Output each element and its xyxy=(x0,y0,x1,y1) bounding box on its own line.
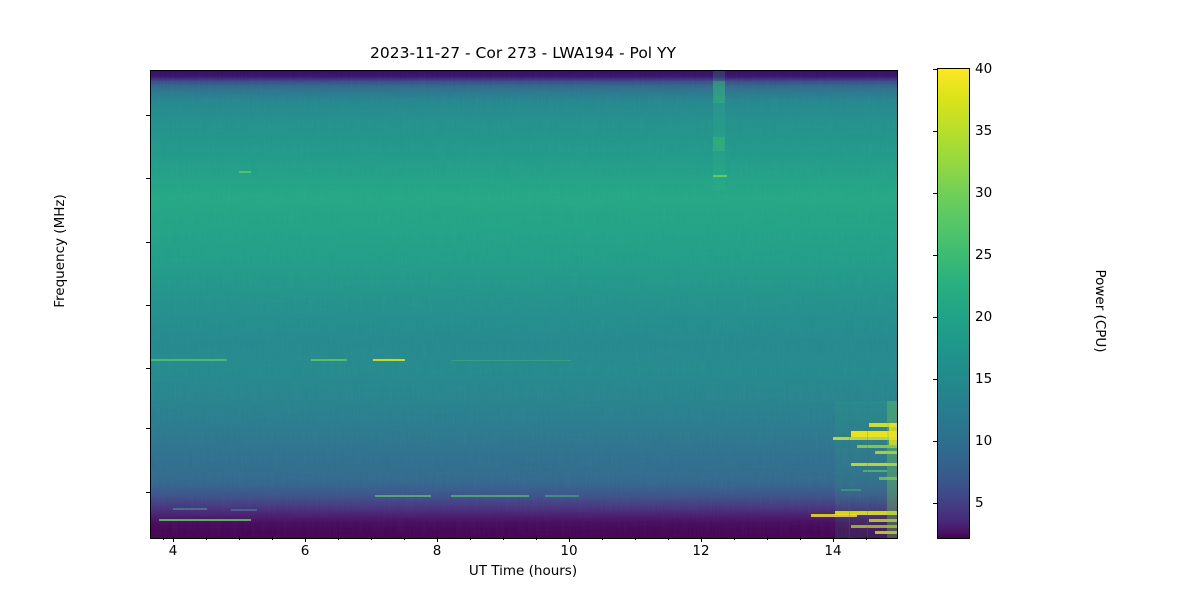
rfi-burst-27mhz-b xyxy=(869,423,897,427)
rfi-line-18mhz-mid xyxy=(231,509,257,511)
rfi-burst-26mhz-b xyxy=(875,451,897,454)
ytick-20 xyxy=(146,492,150,494)
cbticklabel-20: 20 xyxy=(975,309,993,325)
xticklabel-14: 14 xyxy=(824,543,842,559)
rfi-line-17mhz-early xyxy=(173,508,207,510)
xtick-minor-14p5 xyxy=(866,537,868,540)
ytick-30 xyxy=(146,428,150,430)
cbtick-30 xyxy=(933,193,937,195)
heatmap-noise-texture xyxy=(151,71,897,538)
xticklabel-4: 4 xyxy=(168,543,178,559)
xticklabel-8: 8 xyxy=(432,543,442,559)
xtick-minor-12p5 xyxy=(734,537,736,540)
xtick-12 xyxy=(701,537,703,542)
ytick-70 xyxy=(146,178,150,180)
rfi-line-42mhz-bright xyxy=(373,359,405,362)
rfi-burst-16mhz xyxy=(875,531,897,534)
xtick-minor-5p5 xyxy=(272,537,274,540)
xtick-minor-9p5 xyxy=(536,537,538,540)
page-title: 2023-11-27 - Cor 273 - LWA194 - Pol YY xyxy=(370,44,676,62)
xtick-minor-13p5 xyxy=(800,537,802,540)
xtick-minor-5 xyxy=(239,537,241,540)
plot-area[interactable] xyxy=(150,70,898,539)
xtick-4 xyxy=(173,537,175,542)
xtick-minor-6p5 xyxy=(338,537,340,540)
cbtick-35 xyxy=(933,131,937,133)
ytick-40 xyxy=(146,368,150,370)
rfi-line-42mhz-mid xyxy=(311,359,347,361)
xtick-6 xyxy=(305,537,307,542)
cbtick-40 xyxy=(933,69,937,71)
rfi-burst-25mhz-b xyxy=(863,470,887,472)
colorbar-label: Power (CPU) xyxy=(1092,269,1108,353)
cbticklabel-15: 15 xyxy=(975,371,993,387)
spectrogram-heatmap xyxy=(151,71,897,538)
xtick-minor-3p5 xyxy=(163,537,165,540)
cbtick-15 xyxy=(933,379,937,381)
xtick-minor-8p5 xyxy=(470,537,472,540)
x-axis-label: UT Time (hours) xyxy=(468,563,578,579)
xtick-minor-11p5 xyxy=(668,537,670,540)
rfi-burst-edge-column xyxy=(887,401,897,538)
cbticklabel-25: 25 xyxy=(975,247,993,263)
xtick-minor-7p5 xyxy=(404,537,406,540)
rfi-burst-column-divider-b xyxy=(867,401,868,538)
rfi-band-12h-column xyxy=(713,71,725,191)
xtick-minor-9 xyxy=(503,537,505,540)
rfi-burst-edge-column-bright xyxy=(889,423,897,445)
rfi-burst-19mhz-a xyxy=(835,511,897,515)
rfi-burst-23mhz xyxy=(841,489,861,491)
cbtick-10 xyxy=(933,441,937,443)
rfi-line-19mhz-right xyxy=(451,495,529,497)
xtick-14 xyxy=(833,537,835,542)
xticklabel-10: 10 xyxy=(560,543,578,559)
rfi-burst-25mhz-a xyxy=(851,463,897,466)
cbticklabel-40: 40 xyxy=(975,61,993,77)
rfi-band-12h-segment-upper xyxy=(713,81,725,103)
xtick-10 xyxy=(569,537,571,542)
ytick-80 xyxy=(146,115,150,117)
cbtick-25 xyxy=(933,255,937,257)
xtick-minor-7 xyxy=(371,537,373,540)
y-axis-label: Frequency (MHz) xyxy=(52,194,68,308)
rfi-burst-17mhz xyxy=(851,525,897,528)
cbticklabel-10: 10 xyxy=(975,433,993,449)
rfi-burst-26mhz-a xyxy=(857,445,897,448)
rfi-burst-24mhz xyxy=(879,477,897,480)
cbticklabel-35: 35 xyxy=(975,123,993,139)
xticklabel-6: 6 xyxy=(300,543,310,559)
rfi-burst-27mhz-a xyxy=(851,431,897,437)
xticklabel-12: 12 xyxy=(692,543,710,559)
rfi-line-16mhz-early xyxy=(159,519,251,521)
xtick-minor-10p5 xyxy=(602,537,604,540)
rfi-burst-19mhz-b xyxy=(811,514,857,517)
rfi-burst-column-divider-a xyxy=(849,401,850,538)
rfi-burst-27mhz-c xyxy=(833,437,897,440)
rfi-line-19mhz-far xyxy=(545,495,579,497)
rfi-line-19mhz-midright xyxy=(375,495,431,497)
ytick-50 xyxy=(146,305,150,307)
rfi-spot-72mhz xyxy=(239,171,251,173)
cbticklabel-30: 30 xyxy=(975,185,993,201)
cbtick-5 xyxy=(933,503,937,505)
xtick-minor-13 xyxy=(767,537,769,540)
ytick-60 xyxy=(146,242,150,244)
rfi-band-12h-segment-lower xyxy=(713,137,725,151)
rfi-line-42mhz-faint xyxy=(451,360,571,362)
rfi-line-42mhz-early xyxy=(151,359,227,361)
xtick-minor-4p5 xyxy=(206,537,208,540)
cbticklabel-5: 5 xyxy=(975,495,984,511)
colorbar[interactable] xyxy=(937,68,970,539)
cbtick-20 xyxy=(933,317,937,319)
xtick-minor-11 xyxy=(635,537,637,540)
xtick-8 xyxy=(437,537,439,542)
rfi-burst-18mhz xyxy=(869,519,897,522)
rfi-band-12h-bright-line xyxy=(713,175,727,178)
